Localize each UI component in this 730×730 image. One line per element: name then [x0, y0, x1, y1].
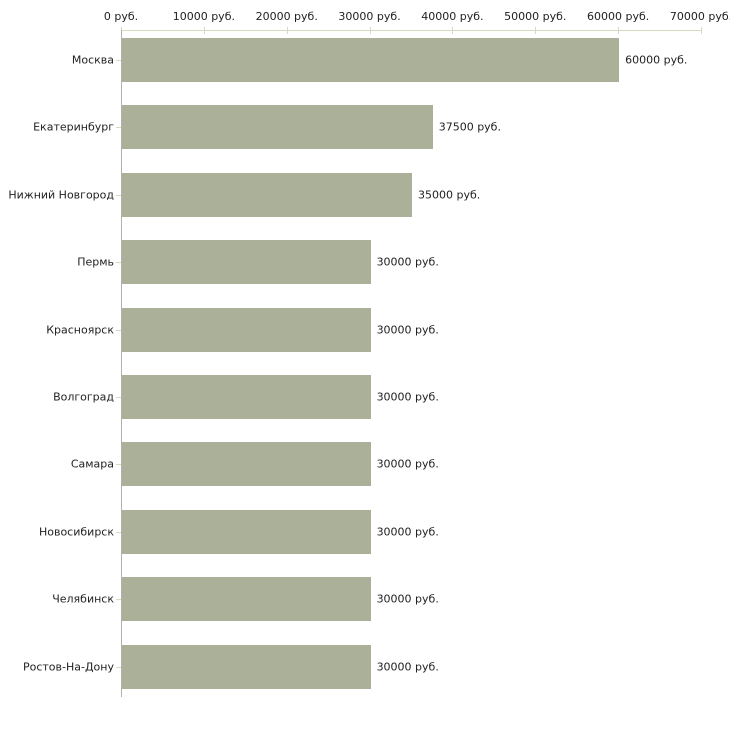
x-tick-label: 50000 руб.	[504, 10, 567, 23]
bar-value: 30000 руб.	[376, 592, 439, 606]
bar	[122, 105, 433, 150]
bar	[122, 172, 412, 217]
bar-value: 30000 руб.	[376, 525, 439, 539]
y-tick	[116, 599, 121, 601]
bar	[122, 307, 371, 352]
bar	[122, 577, 371, 622]
bar	[122, 375, 371, 419]
bar-label: Пермь	[77, 255, 114, 269]
bar-label: Москва	[71, 53, 114, 67]
bar-label: Новосибирск	[38, 525, 114, 539]
bar-value: 37500 руб.	[438, 120, 501, 134]
bar	[122, 38, 620, 82]
y-tick	[116, 666, 121, 668]
bar-label: Волгоград	[53, 390, 114, 404]
bar	[122, 509, 371, 554]
bar-label: Самара	[70, 457, 114, 471]
bar-value: 30000 руб.	[376, 457, 439, 471]
y-tick	[116, 262, 121, 264]
x-tick-label: 20000 руб.	[255, 10, 318, 23]
y-axis-line	[121, 30, 122, 697]
bar-value: 30000 руб.	[376, 390, 439, 404]
x-tick-label: 70000 руб.	[669, 10, 730, 23]
bar-label: Екатеринбург	[33, 120, 114, 134]
y-tick	[116, 60, 121, 61]
bar-value: 60000 руб.	[625, 53, 688, 67]
x-tick-label: 60000 руб.	[587, 10, 650, 23]
x-tick-label: 0 руб.	[103, 10, 139, 23]
x-tick-label: 40000 руб.	[421, 10, 484, 23]
bar-value: 30000 руб.	[376, 255, 439, 269]
y-tick	[116, 329, 121, 331]
y-tick	[116, 397, 121, 398]
bar-label: Челябинск	[52, 592, 114, 606]
bar-value: 35000 руб.	[418, 188, 481, 202]
bar-label: Нижний Новгород	[8, 188, 114, 202]
y-tick	[116, 127, 121, 129]
bar-label: Ростов-На-Дону	[22, 660, 114, 674]
y-tick	[116, 531, 121, 533]
bar	[122, 240, 371, 285]
x-tick-label: 30000 руб.	[338, 10, 401, 23]
x-tick-label: 10000 руб.	[172, 10, 235, 23]
bar-value: 30000 руб.	[376, 660, 439, 674]
bar	[122, 644, 371, 689]
bar	[122, 442, 371, 487]
bar-value: 30000 руб.	[376, 323, 439, 337]
bar-label: Красноярск	[46, 323, 114, 337]
y-tick	[116, 464, 121, 466]
x-axis-line	[121, 30, 702, 31]
y-tick	[116, 194, 121, 196]
